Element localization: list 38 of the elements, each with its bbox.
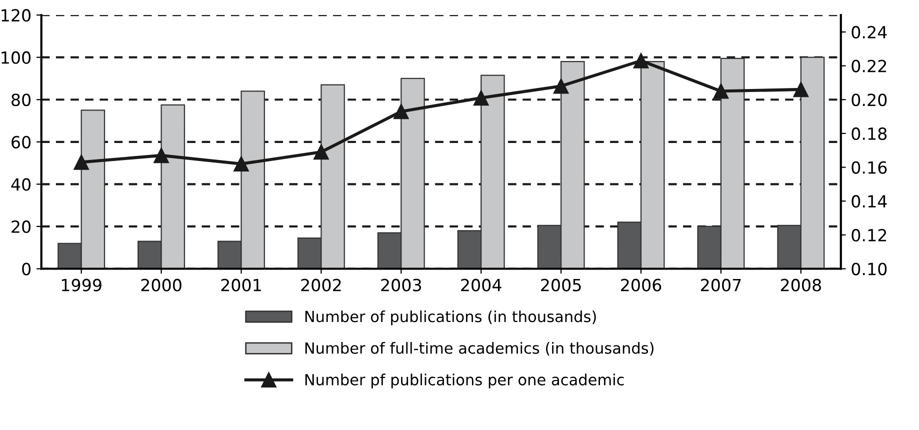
- y-tick-label: 80: [12, 94, 31, 106]
- legend-label: Number of full-time academics (in thousands): [305, 342, 654, 356]
- legend-label: Number of publications (in thousands): [305, 310, 596, 326]
- x-tick-label: 2004: [461, 278, 502, 292]
- x-tick-label: 2008: [780, 278, 821, 292]
- y2-tick-label: 0.14: [852, 195, 887, 208]
- point: [713, 84, 729, 99]
- point: [553, 78, 569, 94]
- x-tick-label: 2000: [141, 278, 182, 292]
- y-tick-label: 100: [2, 51, 31, 64]
- x-tick-label: 1999: [62, 278, 102, 292]
- point: [394, 104, 409, 120]
- y2-tick-label: 0.12: [852, 228, 886, 242]
- x-tick-label: 2006: [621, 278, 662, 292]
- y-tick-label: 60: [12, 136, 31, 148]
- y2-tick-label: 0.16: [852, 161, 887, 174]
- y2-tick-label: 0.18: [852, 127, 887, 140]
- point: [473, 90, 489, 106]
- y-tick-label: 40: [11, 178, 31, 191]
- x-tick-label: 2003: [381, 278, 422, 292]
- y2-tick-label: 0.10: [852, 262, 887, 276]
- point: [633, 53, 649, 68]
- y2-tick-label: 0.22: [852, 60, 886, 72]
- y-tick-label: 0: [22, 262, 31, 276]
- y2-tick-label: 0.20: [852, 94, 887, 106]
- x-tick-label: 2007: [700, 278, 741, 292]
- point: [74, 154, 89, 170]
- point: [314, 144, 329, 160]
- x-tick-label: 2001: [221, 278, 261, 292]
- point: [154, 148, 169, 164]
- x-tick-label: 2005: [541, 278, 581, 292]
- y2-tick-label: 0.24: [852, 26, 887, 39]
- y-tick-label: 20: [12, 220, 31, 234]
- x-tick-label: 2002: [301, 278, 341, 292]
- y-tick-label: 120: [2, 9, 31, 22]
- legend-label: Number pf publications per one academic: [305, 374, 624, 388]
- point: [793, 82, 809, 98]
- point: [234, 156, 249, 172]
